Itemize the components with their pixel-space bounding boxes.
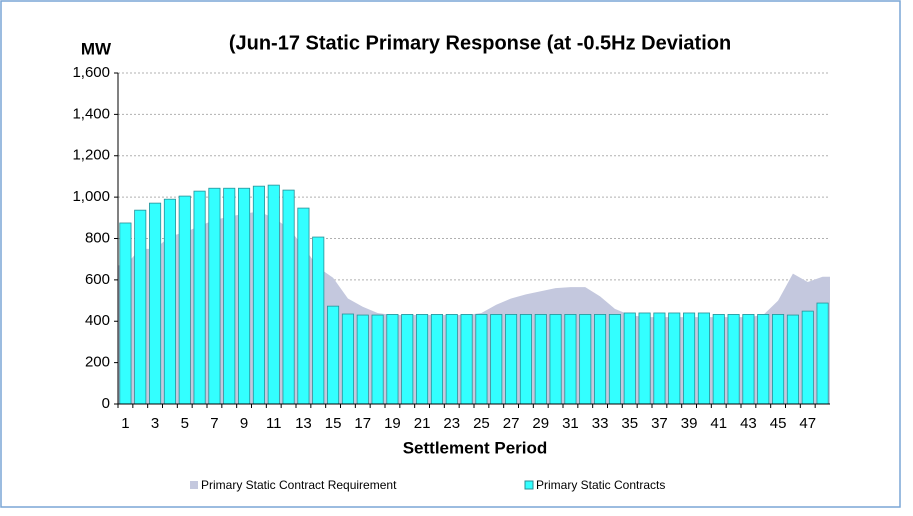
y-tick-label: 1,200 <box>72 147 110 164</box>
bar <box>238 187 251 405</box>
bar <box>683 312 696 405</box>
bar <box>401 314 414 405</box>
x-tick-label: 19 <box>384 415 401 432</box>
x-tick-label: 9 <box>240 415 248 432</box>
x-tick-label: 39 <box>681 415 698 432</box>
x-tick-label: 23 <box>443 415 460 432</box>
y-tick-label: 200 <box>85 354 110 371</box>
legend-swatch <box>190 481 198 489</box>
x-tick-label: 1 <box>121 415 129 432</box>
bar <box>742 314 755 405</box>
x-tick-label: 43 <box>740 415 757 432</box>
x-tick-label: 45 <box>770 415 787 432</box>
x-tick-label: 17 <box>354 415 371 432</box>
y-tick-label: 1,400 <box>72 105 110 122</box>
chart-title: (Jun-17 Static Primary Response (at -0.5… <box>229 32 731 54</box>
x-tick-label: 3 <box>151 415 159 432</box>
bar <box>208 187 221 405</box>
bar <box>697 312 710 405</box>
bar <box>505 314 518 405</box>
bar <box>786 314 799 405</box>
x-tick-label: 33 <box>592 415 609 432</box>
bar <box>178 195 191 405</box>
x-tick-label: 27 <box>503 415 520 432</box>
bar <box>297 207 310 405</box>
bar <box>149 202 162 405</box>
bar <box>119 222 132 405</box>
bar <box>490 314 503 405</box>
legend-label: Primary Static Contract Requirement <box>201 478 397 492</box>
x-axis-label: Settlement Period <box>403 438 548 457</box>
bar <box>653 312 666 405</box>
legend-swatch <box>524 480 534 490</box>
bar <box>727 314 740 405</box>
y-axis-label: MW <box>81 39 112 58</box>
bar <box>638 312 651 405</box>
bar <box>564 314 577 405</box>
bar <box>772 314 785 405</box>
y-tick-label: 0 <box>102 395 110 412</box>
y-tick-label: 600 <box>85 271 110 288</box>
bar <box>134 209 147 405</box>
bar <box>623 312 636 405</box>
bar <box>549 314 562 405</box>
bar <box>252 185 265 405</box>
bar <box>519 314 532 405</box>
y-tick-label: 1,000 <box>72 188 110 205</box>
bar <box>223 187 236 405</box>
bar <box>312 236 325 405</box>
y-tick-label: 1,600 <box>72 64 110 81</box>
x-tick-label: 11 <box>266 415 282 432</box>
bar <box>163 198 176 405</box>
bar <box>356 314 369 405</box>
bar <box>267 184 280 405</box>
y-tick-label: 400 <box>85 312 110 329</box>
requirement-area <box>118 211 830 404</box>
bar <box>282 189 295 405</box>
x-tick-label: 7 <box>210 415 218 432</box>
bar <box>416 314 429 405</box>
x-tick-label: 31 <box>562 415 579 432</box>
bar <box>430 314 443 405</box>
bar <box>712 314 725 405</box>
bar <box>475 314 488 405</box>
x-tick-label: 35 <box>621 415 638 432</box>
legend-label: Primary Static Contracts <box>536 478 665 492</box>
x-tick-label: 13 <box>295 415 312 432</box>
bar <box>668 312 681 405</box>
y-tick-label: 800 <box>85 229 110 246</box>
x-tick-label: 25 <box>473 415 490 432</box>
x-tick-label: 5 <box>181 415 189 432</box>
x-tick-label: 21 <box>414 415 431 432</box>
bar <box>445 314 458 405</box>
bar <box>341 313 354 405</box>
bar <box>460 314 473 405</box>
bar <box>608 314 621 405</box>
bar <box>801 310 814 405</box>
bar <box>371 314 384 405</box>
x-tick-label: 47 <box>799 415 816 432</box>
bar <box>327 305 340 405</box>
bar <box>594 314 607 405</box>
bar <box>579 314 592 405</box>
bar <box>757 314 770 405</box>
x-tick-label: 37 <box>651 415 668 432</box>
x-tick-label: 29 <box>532 415 549 432</box>
x-tick-label: 41 <box>710 415 727 432</box>
bar <box>193 190 206 405</box>
bar <box>816 302 829 405</box>
bar <box>534 314 547 405</box>
bar <box>386 314 399 405</box>
x-tick-label: 15 <box>325 415 342 432</box>
